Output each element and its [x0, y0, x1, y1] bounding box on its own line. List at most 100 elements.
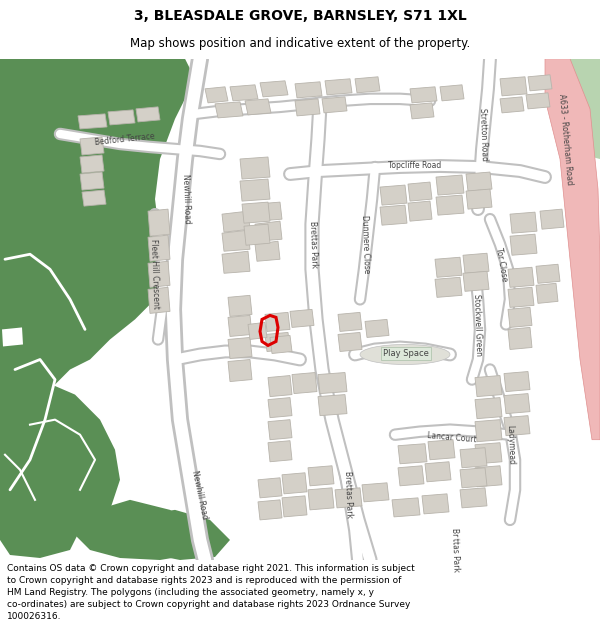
Text: Bedford Terrace: Bedford Terrace — [95, 131, 155, 147]
Polygon shape — [545, 59, 600, 159]
Polygon shape — [436, 195, 464, 215]
Text: Newhill Road: Newhill Road — [181, 174, 191, 224]
Polygon shape — [240, 179, 270, 201]
Text: Br ttas Park: Br ttas Park — [450, 528, 460, 572]
Polygon shape — [258, 478, 282, 498]
Polygon shape — [528, 75, 552, 91]
Polygon shape — [222, 230, 250, 251]
Polygon shape — [463, 253, 489, 273]
Polygon shape — [408, 201, 432, 221]
Polygon shape — [215, 102, 243, 118]
Polygon shape — [242, 202, 270, 223]
Polygon shape — [410, 103, 434, 119]
Polygon shape — [148, 209, 170, 236]
Polygon shape — [230, 85, 258, 101]
Polygon shape — [425, 462, 451, 482]
Polygon shape — [475, 419, 502, 442]
Polygon shape — [440, 85, 464, 101]
Polygon shape — [282, 496, 307, 517]
Polygon shape — [108, 110, 135, 125]
Text: Brettas Park: Brettas Park — [343, 471, 353, 519]
Polygon shape — [408, 182, 432, 201]
Polygon shape — [460, 448, 487, 468]
Text: Topcliffe Road: Topcliffe Road — [388, 161, 442, 169]
Polygon shape — [78, 114, 107, 129]
Polygon shape — [504, 394, 530, 414]
Polygon shape — [240, 157, 270, 179]
Polygon shape — [475, 466, 502, 487]
Polygon shape — [500, 97, 524, 113]
Polygon shape — [508, 328, 532, 349]
Polygon shape — [380, 205, 407, 225]
Polygon shape — [268, 419, 292, 440]
Polygon shape — [245, 99, 271, 115]
Polygon shape — [355, 77, 380, 93]
Polygon shape — [270, 336, 292, 354]
Polygon shape — [380, 185, 407, 205]
Polygon shape — [500, 77, 527, 96]
Polygon shape — [292, 372, 317, 394]
Polygon shape — [508, 268, 534, 288]
Polygon shape — [148, 261, 170, 288]
Polygon shape — [255, 221, 282, 241]
Text: co-ordinates) are subject to Crown copyright and database rights 2023 Ordnance S: co-ordinates) are subject to Crown copyr… — [7, 600, 410, 609]
Text: Lancar Court: Lancar Court — [427, 431, 477, 444]
Polygon shape — [248, 322, 267, 339]
Polygon shape — [398, 444, 427, 464]
Text: Fleet Hill Crescent: Fleet Hill Crescent — [149, 239, 161, 309]
Polygon shape — [282, 472, 307, 494]
Polygon shape — [365, 319, 389, 338]
Text: Newhill Road: Newhill Road — [190, 469, 209, 520]
Polygon shape — [228, 359, 252, 381]
Polygon shape — [0, 490, 80, 558]
Polygon shape — [148, 235, 170, 261]
Polygon shape — [392, 498, 420, 517]
Polygon shape — [510, 234, 537, 255]
Polygon shape — [526, 93, 550, 109]
Polygon shape — [265, 312, 290, 331]
Ellipse shape — [360, 344, 450, 364]
Polygon shape — [222, 251, 250, 273]
Text: A633 - Rotherham Road: A633 - Rotherham Road — [557, 93, 574, 185]
Polygon shape — [510, 212, 537, 233]
Polygon shape — [140, 510, 230, 560]
Polygon shape — [222, 211, 250, 232]
Polygon shape — [75, 500, 200, 560]
Polygon shape — [255, 202, 282, 221]
Text: 100026316.: 100026316. — [7, 612, 62, 621]
Polygon shape — [244, 224, 270, 245]
Polygon shape — [318, 372, 347, 394]
Polygon shape — [322, 97, 347, 113]
Polygon shape — [318, 394, 347, 416]
Polygon shape — [205, 87, 228, 103]
Polygon shape — [436, 175, 464, 195]
Polygon shape — [504, 371, 530, 392]
Polygon shape — [255, 241, 280, 261]
Polygon shape — [80, 172, 104, 190]
Polygon shape — [545, 59, 600, 440]
Text: 3, BLEASDALE GROVE, BARNSLEY, S71 1XL: 3, BLEASDALE GROVE, BARNSLEY, S71 1XL — [134, 9, 466, 24]
Polygon shape — [466, 172, 492, 191]
Polygon shape — [398, 466, 424, 486]
Text: Map shows position and indicative extent of the property.: Map shows position and indicative extent… — [130, 37, 470, 50]
Polygon shape — [228, 296, 252, 316]
Polygon shape — [228, 316, 252, 336]
Polygon shape — [504, 416, 530, 436]
Polygon shape — [536, 264, 560, 283]
Polygon shape — [460, 468, 487, 488]
Text: Play Space: Play Space — [383, 349, 429, 358]
Polygon shape — [0, 59, 195, 560]
Polygon shape — [2, 328, 23, 346]
Polygon shape — [338, 332, 362, 351]
Polygon shape — [82, 190, 106, 206]
Polygon shape — [422, 494, 449, 514]
Polygon shape — [290, 309, 314, 328]
Polygon shape — [508, 288, 534, 308]
Polygon shape — [228, 338, 252, 359]
Polygon shape — [308, 488, 334, 510]
Polygon shape — [508, 308, 532, 328]
Polygon shape — [338, 312, 362, 331]
Polygon shape — [258, 500, 282, 520]
Polygon shape — [428, 440, 455, 460]
Polygon shape — [80, 155, 104, 173]
